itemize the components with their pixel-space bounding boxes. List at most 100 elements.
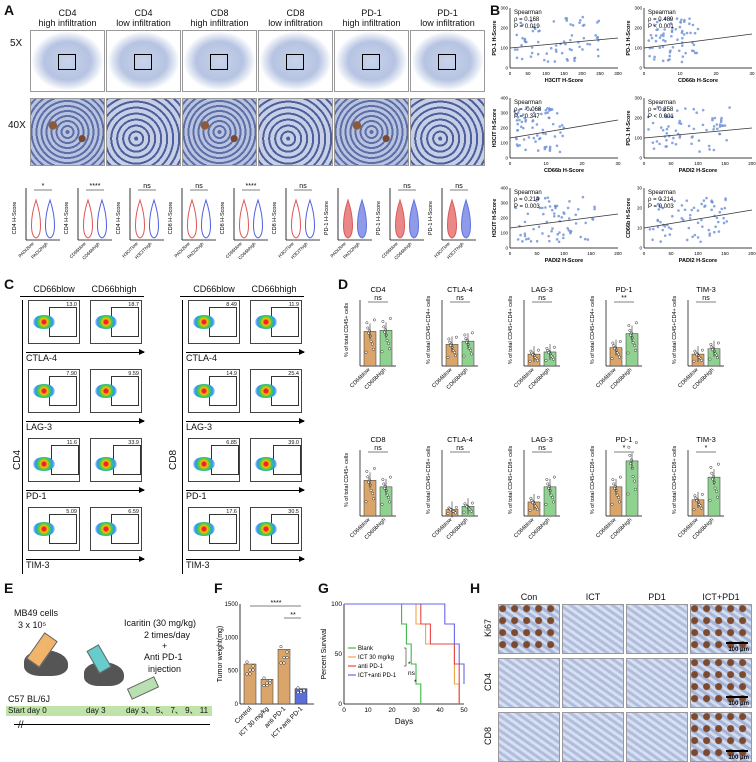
scatter-point bbox=[552, 20, 556, 23]
scatter-point bbox=[520, 43, 523, 47]
scatter-point bbox=[535, 199, 538, 202]
scatter-point bbox=[652, 23, 656, 27]
data-point bbox=[454, 354, 457, 357]
scatter-point bbox=[699, 240, 702, 244]
marker-label: PD-1 bbox=[186, 491, 207, 501]
scatter-point bbox=[529, 55, 533, 58]
anti-label: Anti PD-1 bbox=[144, 652, 183, 662]
scatter-point bbox=[516, 238, 520, 241]
marker-label: LAG-3 bbox=[26, 422, 53, 432]
scatter-point bbox=[717, 230, 721, 233]
data-point bbox=[268, 679, 272, 683]
scatter-point bbox=[594, 34, 597, 37]
data-point bbox=[446, 512, 450, 515]
facs-plot: 6.85 bbox=[188, 438, 240, 482]
scatter-point bbox=[562, 236, 565, 240]
facs-population bbox=[33, 384, 55, 398]
data-point bbox=[629, 333, 633, 337]
scatter-point bbox=[648, 54, 651, 58]
violin-significance: **** bbox=[90, 183, 101, 190]
scatter-point bbox=[579, 235, 583, 239]
scatter-ylabel: PD-1 H-Score bbox=[626, 110, 632, 145]
x-tick: 100 bbox=[694, 161, 702, 166]
data-point bbox=[695, 353, 699, 357]
scatter-point bbox=[707, 144, 711, 148]
scatter-point bbox=[561, 134, 564, 138]
scatter-point bbox=[681, 55, 685, 58]
scale-bar bbox=[726, 750, 748, 752]
data-point bbox=[612, 482, 616, 486]
ihc-5x-image bbox=[258, 30, 333, 92]
scatter-point bbox=[514, 206, 518, 210]
scatter-point bbox=[578, 45, 581, 49]
bar-ylabel: % of total CD45+CD4+ cells bbox=[672, 296, 678, 365]
data-point bbox=[634, 487, 637, 491]
scatter-point bbox=[659, 198, 663, 201]
data-point bbox=[536, 495, 540, 499]
axis-arrow bbox=[26, 418, 145, 424]
scatter-point bbox=[693, 51, 697, 55]
violin-significance: **** bbox=[246, 183, 257, 190]
data-point bbox=[711, 348, 715, 351]
scatter-point bbox=[538, 206, 542, 210]
scatter-point bbox=[668, 233, 672, 236]
data-point bbox=[692, 508, 696, 511]
scatter-point bbox=[548, 239, 551, 243]
significance-label: ns bbox=[374, 295, 382, 302]
scatter-point bbox=[535, 123, 539, 126]
scatter-point bbox=[560, 216, 564, 219]
scatter-point bbox=[522, 126, 525, 130]
scatter-point bbox=[671, 141, 674, 145]
scatter-point bbox=[668, 54, 672, 58]
data-point bbox=[451, 349, 455, 352]
violin-shape bbox=[357, 198, 367, 239]
violin-shape bbox=[447, 198, 457, 239]
dose-label: 3 x 10⁵ bbox=[18, 620, 47, 630]
x-tick: 0 bbox=[509, 161, 512, 166]
violin-ylabel: CD8 H-Score bbox=[220, 202, 226, 235]
significance-label: ns bbox=[456, 295, 464, 302]
ihc-column-header: ICT+PD1 bbox=[702, 592, 740, 602]
y-tick: 300 bbox=[634, 6, 642, 11]
violin-ylabel: CD4 H-Score bbox=[12, 202, 18, 235]
data-point bbox=[387, 496, 390, 499]
scatter-point bbox=[687, 226, 691, 230]
scatter-point bbox=[687, 124, 691, 128]
scatter-point bbox=[655, 140, 659, 143]
scatter-point bbox=[546, 60, 550, 63]
scatter-point bbox=[581, 195, 585, 199]
data-point bbox=[383, 330, 387, 334]
scatter-point bbox=[554, 50, 558, 53]
scale-bar bbox=[726, 642, 748, 644]
scatter-point bbox=[692, 43, 696, 47]
facs-population bbox=[255, 522, 277, 536]
scatter-point bbox=[524, 40, 528, 44]
scatter-point bbox=[573, 57, 576, 60]
data-point bbox=[611, 478, 615, 481]
scatter-point bbox=[661, 206, 665, 210]
scatter-point bbox=[664, 39, 667, 43]
scatter-point bbox=[560, 51, 564, 55]
strain-label: C57 BL/6J bbox=[8, 694, 51, 704]
stat-p: P = 0.019 bbox=[514, 24, 540, 30]
facs-plot: 11.6 bbox=[28, 438, 80, 482]
scatter-point bbox=[665, 127, 669, 131]
y-tick: 200 bbox=[500, 216, 508, 221]
scatter-point bbox=[718, 132, 721, 136]
violin-shape bbox=[201, 198, 211, 239]
facs-plot: 18.7 bbox=[90, 300, 142, 344]
timeline-bar bbox=[6, 706, 212, 716]
bar-ylabel: % of total CD45+ cells bbox=[344, 453, 350, 508]
scatter-point bbox=[517, 109, 521, 112]
scatter-point bbox=[568, 200, 571, 203]
ihc-40x-image bbox=[410, 98, 485, 166]
x-tick: 100 bbox=[542, 71, 550, 76]
scatter-point bbox=[658, 36, 662, 39]
scatter-point bbox=[548, 147, 552, 151]
data-point bbox=[285, 650, 289, 654]
marker-label: TIM-3 bbox=[186, 560, 210, 570]
scatter-point bbox=[523, 220, 527, 224]
